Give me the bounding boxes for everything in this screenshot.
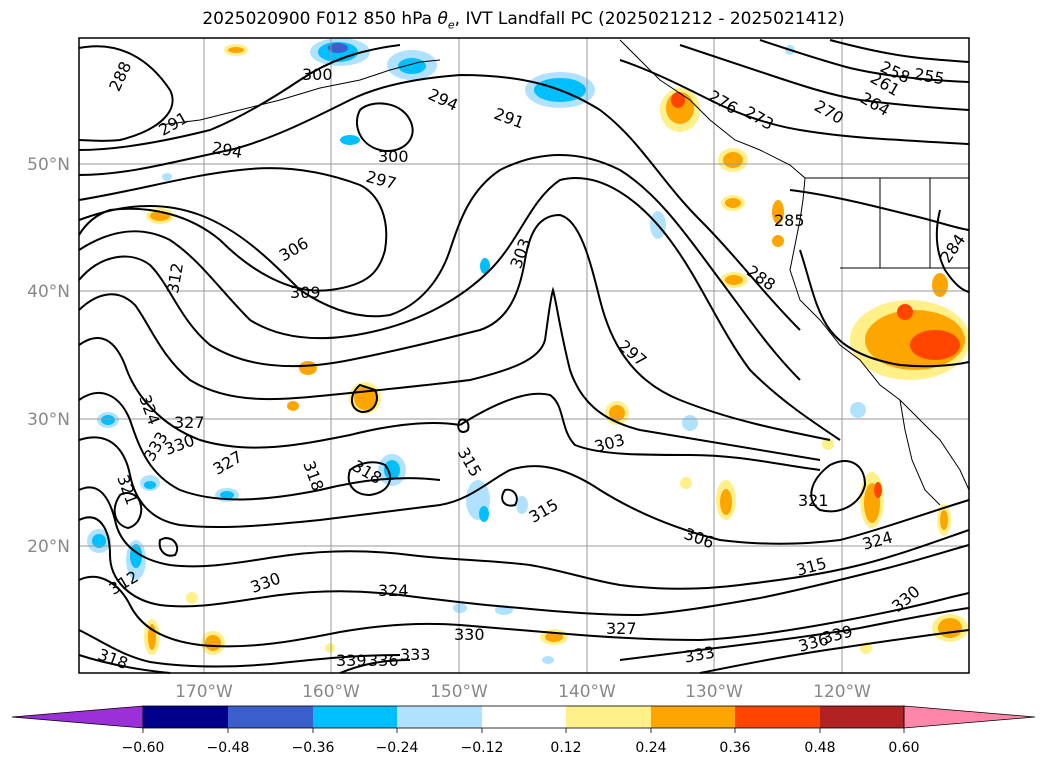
colorbar-tick-label: 0.24 <box>635 740 666 756</box>
lat-label: 50°N <box>27 155 70 175</box>
contour-label: 330 <box>454 625 485 644</box>
lon-label: 160°W <box>302 682 360 702</box>
lon-label: 170°W <box>175 682 233 702</box>
colorbar-bin <box>228 706 313 728</box>
contour-label: 285 <box>774 211 805 230</box>
lon-label: 130°W <box>685 682 743 702</box>
contour-label: 300 <box>302 65 333 84</box>
lat-label: 30°N <box>27 410 70 430</box>
colorbar-bin <box>566 706 651 728</box>
colorbar-tick-label: −0.24 <box>376 740 419 756</box>
colorbar-bin <box>397 706 482 728</box>
contour-label: 333 <box>400 645 431 664</box>
theta-symbol: θ <box>437 9 448 29</box>
colorbar-outline <box>142 705 905 729</box>
colorbar-tick-label: 0.36 <box>719 740 750 756</box>
colorbar-bin <box>820 706 904 728</box>
theta-e-contours <box>78 39 970 674</box>
lon-label: 150°W <box>430 682 488 702</box>
longitude-labels: 170°W 160°W 150°W 140°W 130°W 120°W <box>175 682 871 702</box>
colorbar-min-extension <box>11 705 144 729</box>
theta-subscript: e <box>447 18 455 32</box>
title-prefix: 2025020900 F012 850 hPa <box>202 9 438 29</box>
contour-label: 339 <box>336 651 367 670</box>
lon-label: 120°W <box>813 682 871 702</box>
plot-border <box>78 37 970 674</box>
contour-label: 300 <box>378 147 409 166</box>
colorbar: −0.60 −0.48 −0.36 −0.24 −0.12 0.12 0.24 … <box>11 705 1036 756</box>
colorbar-bin <box>482 706 566 728</box>
colorbar-tick-label: −0.36 <box>292 740 335 756</box>
contour-label: 327 <box>606 619 637 638</box>
title-suffix: , IVT Landfall PC (2025021212 - 20250214… <box>454 9 845 29</box>
colorbar-bin <box>735 706 820 728</box>
lat-label: 40°N <box>27 282 70 302</box>
contour-label: 321 <box>798 491 829 510</box>
colorbar-tick-label: −0.12 <box>461 740 504 756</box>
colorbar-bin <box>143 706 228 728</box>
lat-label: 20°N <box>27 537 70 557</box>
contour-label: 336 <box>368 651 399 670</box>
latitude-labels: 50°N 40°N 30°N 20°N <box>27 155 70 557</box>
graticule <box>79 38 969 673</box>
colorbar-tick-label: −0.48 <box>207 740 250 756</box>
plot-area <box>79 38 969 673</box>
contour-label: 327 <box>174 413 205 432</box>
map-title: 2025020900 F012 850 hPa θe, IVT Landfall… <box>0 9 1047 31</box>
coastlines <box>159 39 970 506</box>
colorbar-bin <box>313 706 397 728</box>
colorbar-tick-label: 0.60 <box>888 740 919 756</box>
lon-label: 140°W <box>558 682 616 702</box>
contour-label: 309 <box>290 283 321 302</box>
colorbar-tick-label: −0.60 <box>122 740 165 756</box>
contour-label: 324 <box>378 581 409 600</box>
colorbar-bin <box>651 706 735 728</box>
colorbar-tick-label: 0.48 <box>804 740 835 756</box>
colorbar-ticks <box>142 728 905 733</box>
colorbar-max-extension <box>903 705 1036 729</box>
colorbar-tick-label: 0.12 <box>550 740 581 756</box>
